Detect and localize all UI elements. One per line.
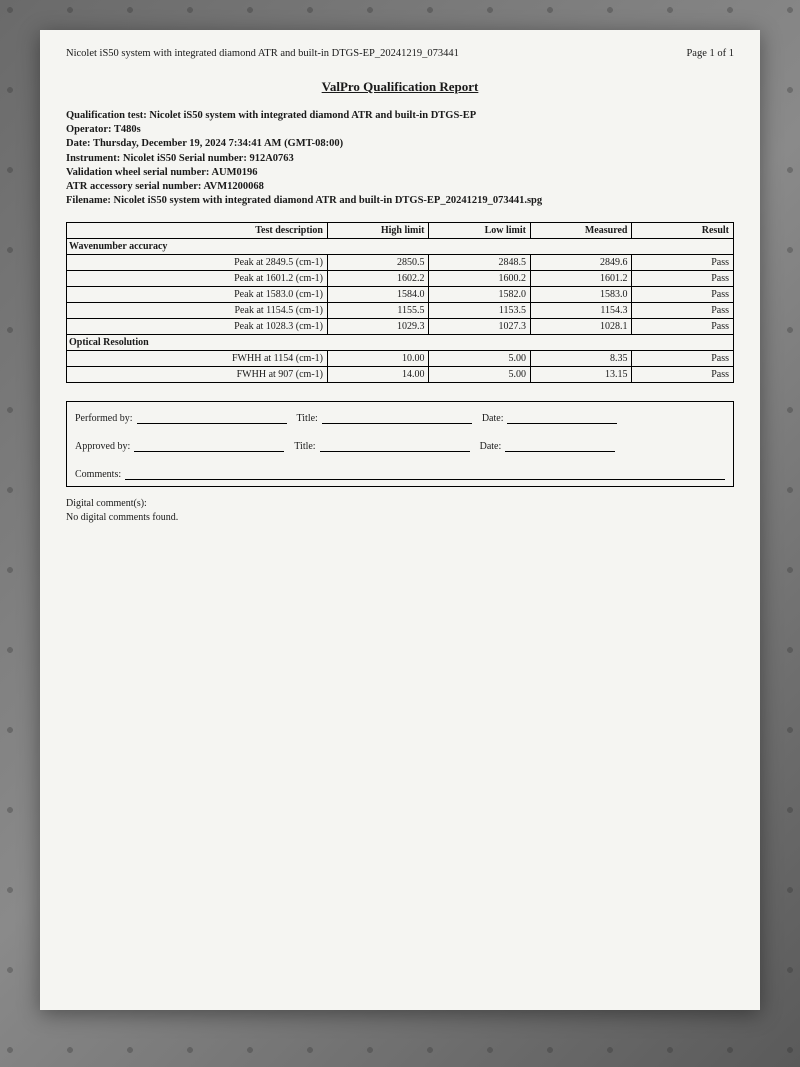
cell-value: 1582.0 [429, 287, 530, 303]
cell-value: 1155.5 [328, 303, 429, 319]
date-line-1 [507, 412, 617, 424]
title-label-1: Title: [297, 413, 318, 424]
title-line-1 [322, 412, 472, 424]
cell-result: Pass [632, 287, 734, 303]
cell-value: 1027.3 [429, 319, 530, 335]
col-test-description: Test description [67, 223, 328, 239]
page-header: Nicolet iS50 system with integrated diam… [66, 48, 734, 59]
col-high-limit: High limit [328, 223, 429, 239]
section-header: Optical Resolution [67, 335, 734, 351]
wheel-label: Validation wheel serial number: [66, 167, 209, 178]
section-header: Wavenumber accuracy [67, 239, 734, 255]
cell-value: 10.00 [328, 351, 429, 367]
date-label-2: Date: [480, 441, 502, 452]
file-label: Filename: [66, 195, 111, 206]
table-row: Peak at 1583.0 (cm-1)1584.01582.01583.0P… [67, 287, 734, 303]
section-name: Optical Resolution [67, 335, 734, 351]
atr-label: ATR accessory serial number: [66, 181, 201, 192]
atr-value: AVM1200068 [203, 181, 263, 192]
date-label: Date: [66, 138, 91, 149]
table-row: FWHH at 907 (cm-1)14.005.0013.15Pass [67, 367, 734, 383]
header-left: Nicolet iS50 system with integrated diam… [66, 48, 459, 59]
cell-value: 2848.5 [429, 255, 530, 271]
cell-value: 1602.2 [328, 271, 429, 287]
table-row: FWHH at 1154 (cm-1)10.005.008.35Pass [67, 351, 734, 367]
cell-result: Pass [632, 255, 734, 271]
table-header-row: Test description High limit Low limit Me… [67, 223, 734, 239]
performed-by-label: Performed by: [75, 413, 133, 424]
col-low-limit: Low limit [429, 223, 530, 239]
cell-value: 5.00 [429, 351, 530, 367]
cell-description: FWHH at 1154 (cm-1) [67, 351, 328, 367]
table-row: Peak at 2849.5 (cm-1)2850.52848.52849.6P… [67, 255, 734, 271]
report-title: ValPro Qualification Report [66, 79, 734, 95]
comments-line [125, 468, 725, 480]
comments-label: Comments: [75, 469, 121, 480]
cell-value: 13.15 [530, 367, 631, 383]
date-value: Thursday, December 19, 2024 7:34:41 AM (… [93, 138, 343, 149]
report-page: Nicolet iS50 system with integrated diam… [40, 30, 760, 1010]
performed-by-line [137, 412, 287, 424]
signature-box: Performed by: Title: Date: Approved by: … [66, 401, 734, 487]
cell-value: 1600.2 [429, 271, 530, 287]
cell-value: 1028.1 [530, 319, 631, 335]
results-table: Test description High limit Low limit Me… [66, 222, 734, 383]
qual-label: Qualification test: [66, 110, 147, 121]
operator-value: T480s [114, 124, 141, 135]
col-result: Result [632, 223, 734, 239]
cell-value: 14.00 [328, 367, 429, 383]
cell-value: 1029.3 [328, 319, 429, 335]
cell-value: 8.35 [530, 351, 631, 367]
digital-comments: Digital comment(s): No digital comments … [66, 497, 734, 525]
cell-value: 1583.0 [530, 287, 631, 303]
approved-by-label: Approved by: [75, 441, 130, 452]
cell-result: Pass [632, 319, 734, 335]
cell-value: 1154.3 [530, 303, 631, 319]
approved-by-line [134, 440, 284, 452]
cell-value: 5.00 [429, 367, 530, 383]
cell-description: Peak at 1028.3 (cm-1) [67, 319, 328, 335]
cell-result: Pass [632, 351, 734, 367]
instrument-label: Instrument: [66, 153, 120, 164]
file-value: Nicolet iS50 system with integrated diam… [114, 195, 543, 206]
cell-result: Pass [632, 303, 734, 319]
table-row: Peak at 1601.2 (cm-1)1602.21600.21601.2P… [67, 271, 734, 287]
cell-result: Pass [632, 271, 734, 287]
digital-comments-header: Digital comment(s): [66, 497, 734, 511]
digital-comments-body: No digital comments found. [66, 511, 734, 525]
section-name: Wavenumber accuracy [67, 239, 734, 255]
date-label-1: Date: [482, 413, 504, 424]
cell-value: 1584.0 [328, 287, 429, 303]
date-line-2 [505, 440, 615, 452]
cell-description: Peak at 1154.5 (cm-1) [67, 303, 328, 319]
title-line-2 [320, 440, 470, 452]
col-measured: Measured [530, 223, 631, 239]
cell-description: Peak at 1583.0 (cm-1) [67, 287, 328, 303]
table-row: Peak at 1154.5 (cm-1)1155.51153.51154.3P… [67, 303, 734, 319]
cell-value: 1153.5 [429, 303, 530, 319]
cell-value: 2850.5 [328, 255, 429, 271]
cell-description: Peak at 2849.5 (cm-1) [67, 255, 328, 271]
cell-description: FWHH at 907 (cm-1) [67, 367, 328, 383]
title-label-2: Title: [294, 441, 315, 452]
metadata-block: Qualification test: Nicolet iS50 system … [66, 109, 734, 208]
operator-label: Operator: [66, 124, 111, 135]
cell-result: Pass [632, 367, 734, 383]
cell-value: 2849.6 [530, 255, 631, 271]
cell-description: Peak at 1601.2 (cm-1) [67, 271, 328, 287]
header-page-number: Page 1 of 1 [686, 48, 734, 59]
instrument-value: Nicolet iS50 Serial number: 912A0763 [123, 153, 294, 164]
qual-value: Nicolet iS50 system with integrated diam… [149, 110, 476, 121]
wheel-value: AUM0196 [211, 167, 257, 178]
table-row: Peak at 1028.3 (cm-1)1029.31027.31028.1P… [67, 319, 734, 335]
cell-value: 1601.2 [530, 271, 631, 287]
